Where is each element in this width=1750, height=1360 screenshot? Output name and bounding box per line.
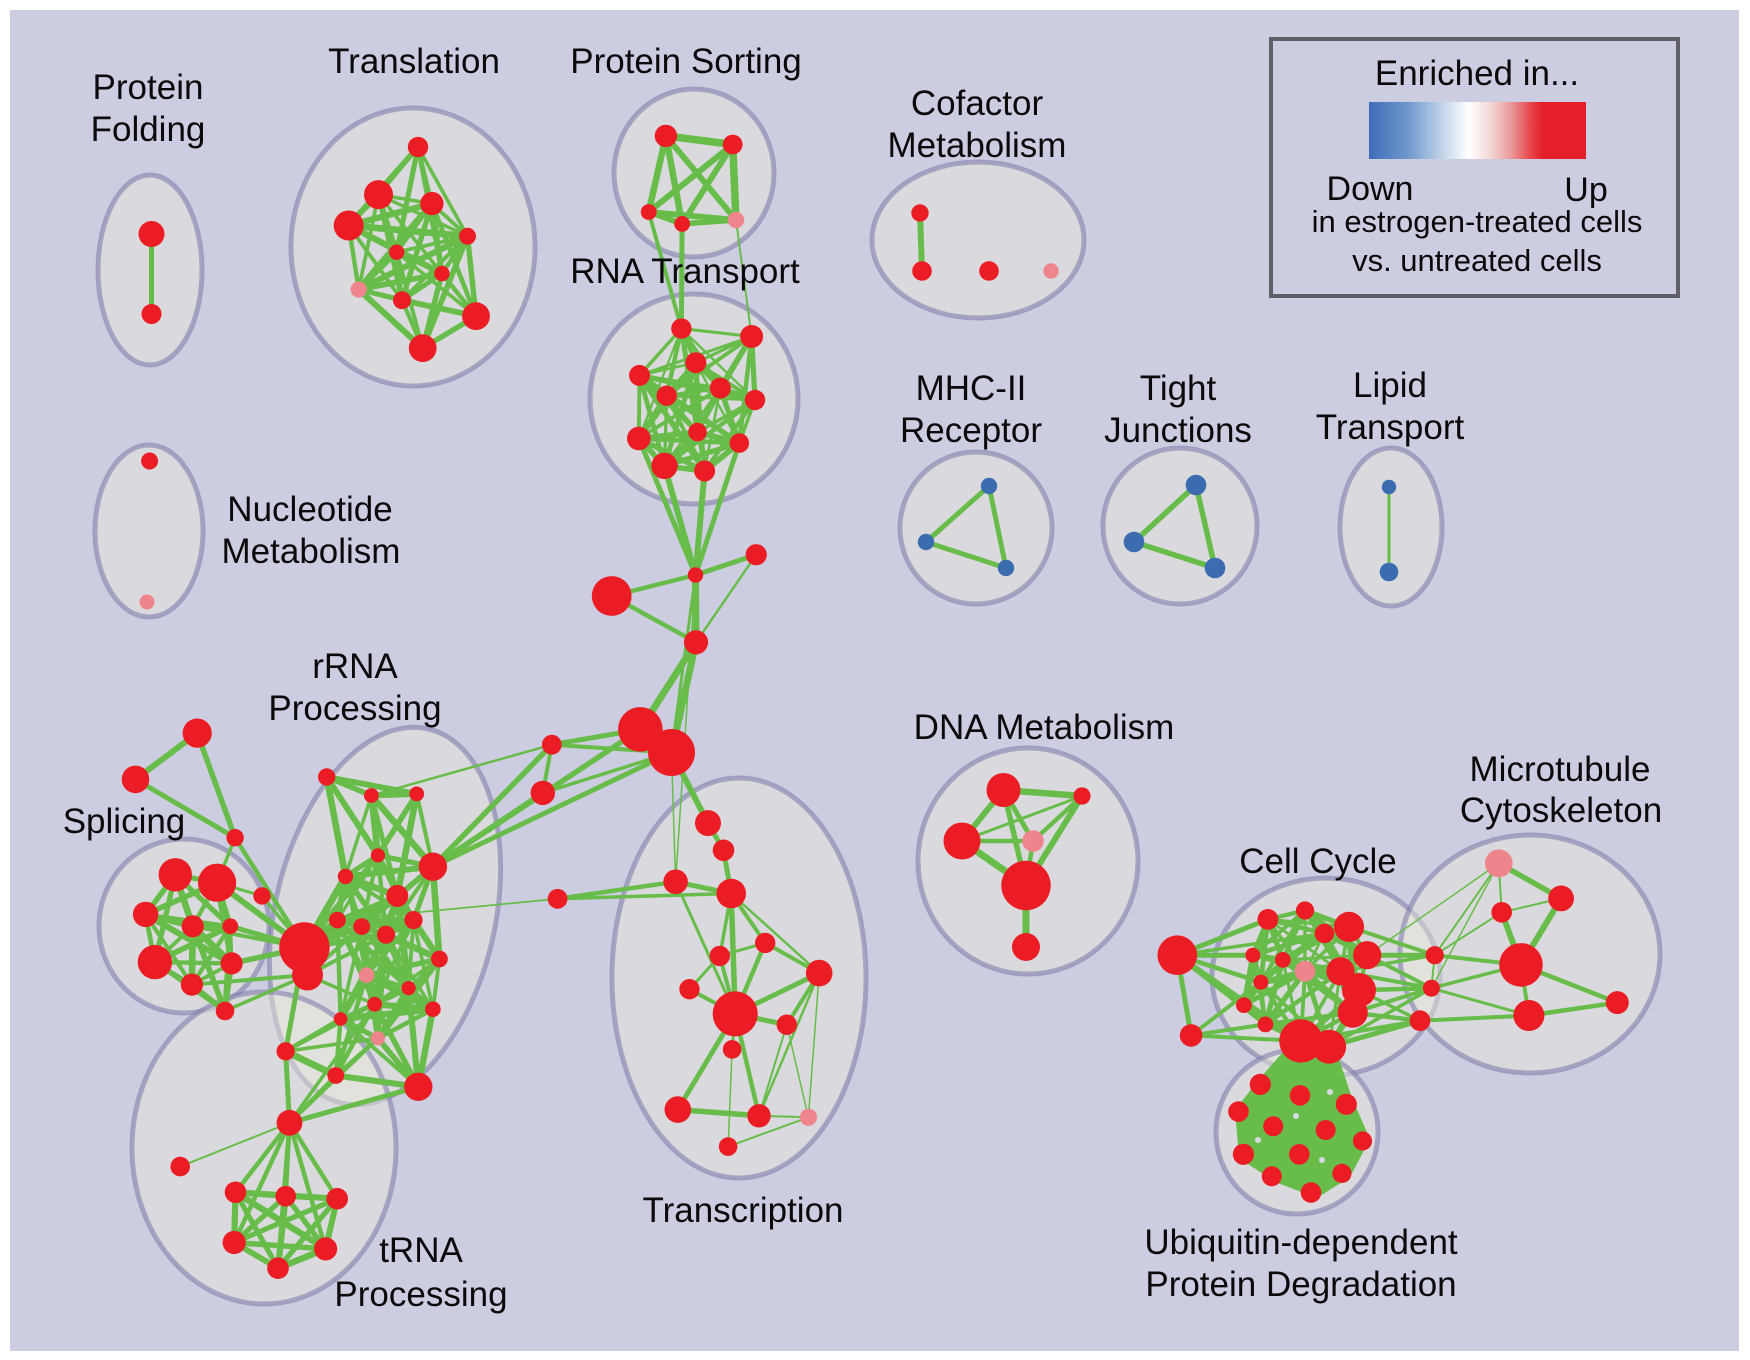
svg-text:Up: Up	[1564, 171, 1607, 209]
svg-text:MHC-II: MHC-II	[916, 369, 1027, 408]
svg-text:Enriched in...: Enriched in...	[1375, 54, 1579, 93]
svg-text:Cofactor: Cofactor	[911, 84, 1044, 123]
svg-text:Microtubule: Microtubule	[1470, 750, 1651, 789]
svg-text:Lipid: Lipid	[1353, 366, 1427, 405]
svg-text:rRNA: rRNA	[312, 647, 398, 686]
svg-text:Metabolism: Metabolism	[888, 126, 1067, 165]
svg-text:Processing: Processing	[334, 1275, 507, 1314]
svg-text:Protein Degradation: Protein Degradation	[1145, 1265, 1456, 1304]
svg-text:Metabolism: Metabolism	[222, 532, 401, 571]
svg-text:tRNA: tRNA	[379, 1231, 463, 1270]
svg-text:RNA Transport: RNA Transport	[570, 252, 800, 291]
svg-text:Translation: Translation	[328, 42, 500, 81]
svg-text:Ubiquitin-dependent: Ubiquitin-dependent	[1144, 1223, 1458, 1262]
svg-text:Splicing: Splicing	[63, 802, 186, 841]
svg-text:Tight: Tight	[1140, 369, 1217, 408]
svg-text:Transport: Transport	[1316, 408, 1465, 447]
svg-text:Junctions: Junctions	[1104, 411, 1252, 450]
svg-text:DNA Metabolism: DNA Metabolism	[914, 708, 1175, 747]
svg-text:Cell Cycle: Cell Cycle	[1239, 842, 1397, 881]
svg-text:Nucleotide: Nucleotide	[227, 490, 392, 529]
svg-text:in estrogen-treated cells: in estrogen-treated cells	[1312, 204, 1643, 239]
svg-text:Transcription: Transcription	[643, 1191, 844, 1230]
svg-text:vs. untreated cells: vs. untreated cells	[1352, 243, 1602, 278]
svg-text:Processing: Processing	[268, 689, 441, 728]
svg-text:Protein: Protein	[93, 68, 204, 107]
svg-text:Cytoskeleton: Cytoskeleton	[1460, 791, 1662, 830]
svg-text:Protein Sorting: Protein Sorting	[570, 42, 802, 81]
svg-text:Down: Down	[1327, 170, 1414, 208]
svg-text:Receptor: Receptor	[900, 411, 1042, 450]
svg-text:Folding: Folding	[91, 110, 206, 149]
